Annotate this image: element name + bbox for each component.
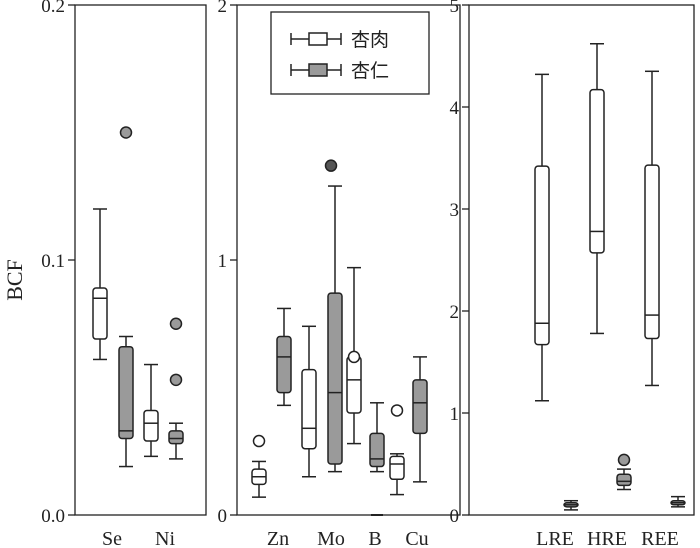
box-iqr (143, 409, 159, 442)
panel-frame (468, 4, 695, 516)
box-ree-flesh (644, 70, 660, 387)
panel-1: 0.0 0.1 0.2 Se Ni (41, 0, 207, 548)
y-tick-label: 0 (218, 506, 228, 527)
box-cu-kernel (412, 356, 428, 483)
x-category-label: HRE (587, 528, 627, 548)
legend-label-kernel: 杏仁 (351, 60, 389, 82)
box-hre-kernel (616, 453, 632, 491)
box-iqr (534, 165, 550, 346)
outlier-point (324, 159, 338, 172)
box-iqr (92, 287, 108, 340)
legend-entry-kernel: 杏仁 (290, 60, 389, 82)
outlier-point (169, 373, 183, 387)
box-iqr (412, 379, 428, 435)
box-b-kernel (369, 402, 385, 516)
box-iqr (346, 356, 362, 414)
y-tick-label: 3 (450, 200, 460, 221)
outlier-point (119, 126, 133, 139)
box-hre-flesh (589, 43, 605, 335)
y-tick-label: 1 (218, 251, 228, 272)
box-iqr (369, 432, 385, 468)
legend: 杏肉 杏仁 (270, 11, 430, 95)
box-se-kernel (118, 126, 134, 468)
box-b-flesh (346, 266, 362, 445)
box-lre-flesh (534, 73, 550, 402)
y-tick-label: 2 (450, 302, 460, 323)
box-iqr (389, 455, 405, 481)
y-tick-label: 5 (450, 0, 460, 17)
box-lre-kernel (563, 499, 579, 511)
x-category-label: Se (102, 528, 122, 548)
box-iqr (644, 164, 660, 340)
y-axis-label: BCF (2, 259, 27, 301)
legend-entry-flesh: 杏肉 (290, 29, 389, 51)
outlier-point (347, 350, 361, 364)
box-iqr (168, 430, 184, 445)
legend-frame (270, 11, 430, 95)
box-ree-kernel (670, 495, 686, 508)
y-tick-label: 1 (450, 404, 460, 425)
x-category-label: Ni (155, 528, 175, 548)
box-ni-kernel (168, 317, 184, 460)
box-ni-flesh (143, 363, 159, 458)
outlier-point (390, 404, 404, 417)
x-category-label: B (368, 528, 381, 548)
box-zn-kernel (276, 307, 292, 407)
x-category-label: Zn (267, 528, 289, 548)
legend-swatch-kernel (308, 63, 328, 77)
box-iqr (327, 292, 343, 465)
y-tick-label: 4 (450, 98, 460, 119)
legend-swatch-flesh (308, 32, 328, 46)
panel-frame (74, 4, 207, 516)
box-iqr (616, 473, 632, 487)
y-tick-label: 0.2 (41, 0, 65, 17)
box-iqr (276, 335, 292, 394)
box-iqr (118, 345, 134, 440)
y-tick-label: 2 (218, 0, 228, 17)
x-category-label: REE (641, 528, 679, 548)
outlier-point (252, 434, 266, 448)
legend-label-flesh: 杏肉 (351, 29, 389, 51)
box-cu-flesh (389, 404, 405, 496)
box-mo-flesh (301, 325, 317, 478)
x-category-label: Mo (317, 528, 345, 548)
outlier-point (617, 453, 631, 467)
box-zn-flesh (251, 434, 267, 498)
outlier-point (169, 317, 183, 330)
panel-2: 0 1 2 Zn Mo B Cu (218, 0, 461, 548)
x-category-label: LRE (536, 528, 574, 548)
y-tick-label: 0.0 (41, 506, 65, 527)
y-tick-label: 0.1 (41, 251, 65, 272)
box-iqr (301, 368, 317, 450)
panel-3: 0 1 2 3 4 5 LRE HRE REE (450, 0, 695, 548)
box-iqr (589, 88, 605, 254)
box-se-flesh (92, 208, 108, 361)
y-tick-label: 0 (450, 506, 460, 527)
box-mo-kernel (324, 159, 343, 473)
x-category-label: Cu (405, 528, 428, 548)
